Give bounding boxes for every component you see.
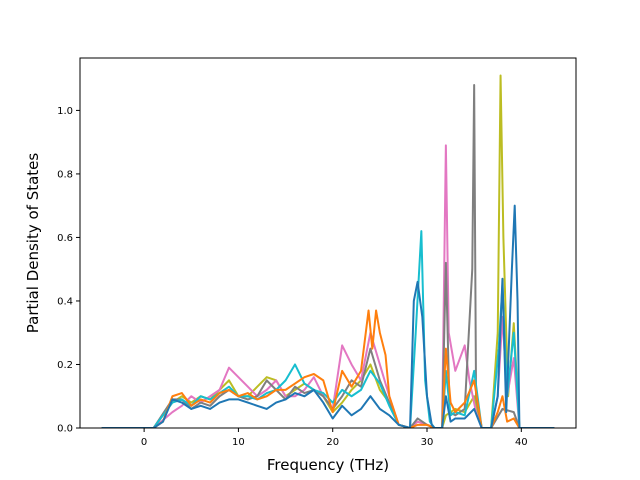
series-layer xyxy=(101,74,555,428)
y-tick-label: 0.6 xyxy=(57,233,73,244)
y-tick-label: 0.4 xyxy=(57,296,73,307)
x-axis-title: Frequency (THz) xyxy=(267,456,389,474)
y-tick-label: 0.0 xyxy=(57,424,73,435)
y-axis-title: Partial Density of States xyxy=(24,153,42,334)
y-axis-ticks: 0.0 0.2 0.4 0.6 0.8 1.0 xyxy=(57,106,80,435)
x-tick-label: 40 xyxy=(515,437,528,448)
x-tick-label: 10 xyxy=(232,437,245,448)
y-tick-label: 1.0 xyxy=(57,106,73,117)
x-tick-label: 20 xyxy=(326,437,339,448)
plot-frame xyxy=(79,57,577,429)
series-line-3 xyxy=(101,84,555,428)
x-axis-ticks: 0 10 20 30 40 xyxy=(141,428,528,448)
y-tick-label: 0.8 xyxy=(57,169,73,180)
y-tick-label: 0.2 xyxy=(57,360,73,371)
series-line-6 xyxy=(101,204,555,428)
x-tick-label: 30 xyxy=(421,437,434,448)
x-tick-label: 0 xyxy=(141,437,147,448)
series-line-5 xyxy=(101,309,555,428)
